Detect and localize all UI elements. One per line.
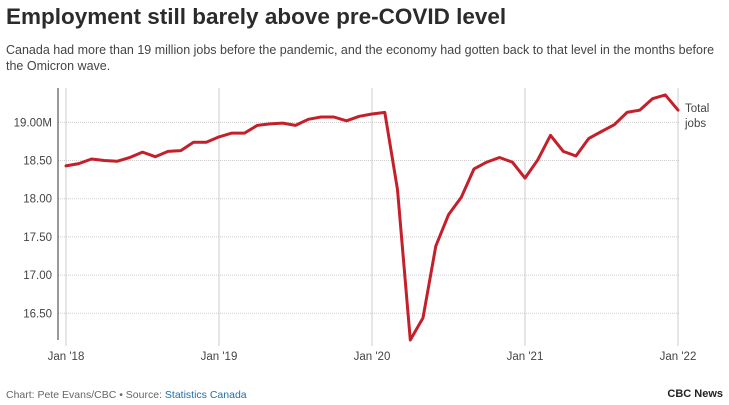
y-tick-label: 18.50: [23, 156, 52, 168]
chart-footer: Chart: Pete Evans/CBC • Source: Statisti…: [6, 389, 247, 401]
chart-subtitle: Canada had more than 19 million jobs bef…: [6, 43, 715, 73]
series-label: Total: [685, 103, 709, 115]
y-tick-label: 16.50: [23, 308, 52, 320]
source-link[interactable]: Statistics Canada: [164, 389, 247, 401]
credit-text: Chart: Pete Evans/CBC • Source:: [6, 389, 165, 401]
chart-title: Employment still barely above pre-COVID …: [6, 4, 507, 29]
x-tick-label: Jan '21: [507, 351, 544, 363]
x-tick-label: Jan '18: [48, 351, 85, 363]
y-tick-label: 17.00: [23, 270, 52, 282]
y-tick-label: 18.00: [23, 194, 52, 206]
x-tick-label: Jan '19: [201, 351, 238, 363]
x-tick-label: Jan '20: [354, 351, 391, 363]
x-tick-label: Jan '22: [660, 351, 697, 363]
brand-logo-text: CBC News: [667, 388, 723, 400]
series-label: jobs: [684, 118, 706, 130]
series-line-total-jobs: [64, 93, 680, 342]
y-tick-label: 17.50: [23, 232, 52, 244]
y-tick-label: 19.00M: [14, 117, 52, 129]
